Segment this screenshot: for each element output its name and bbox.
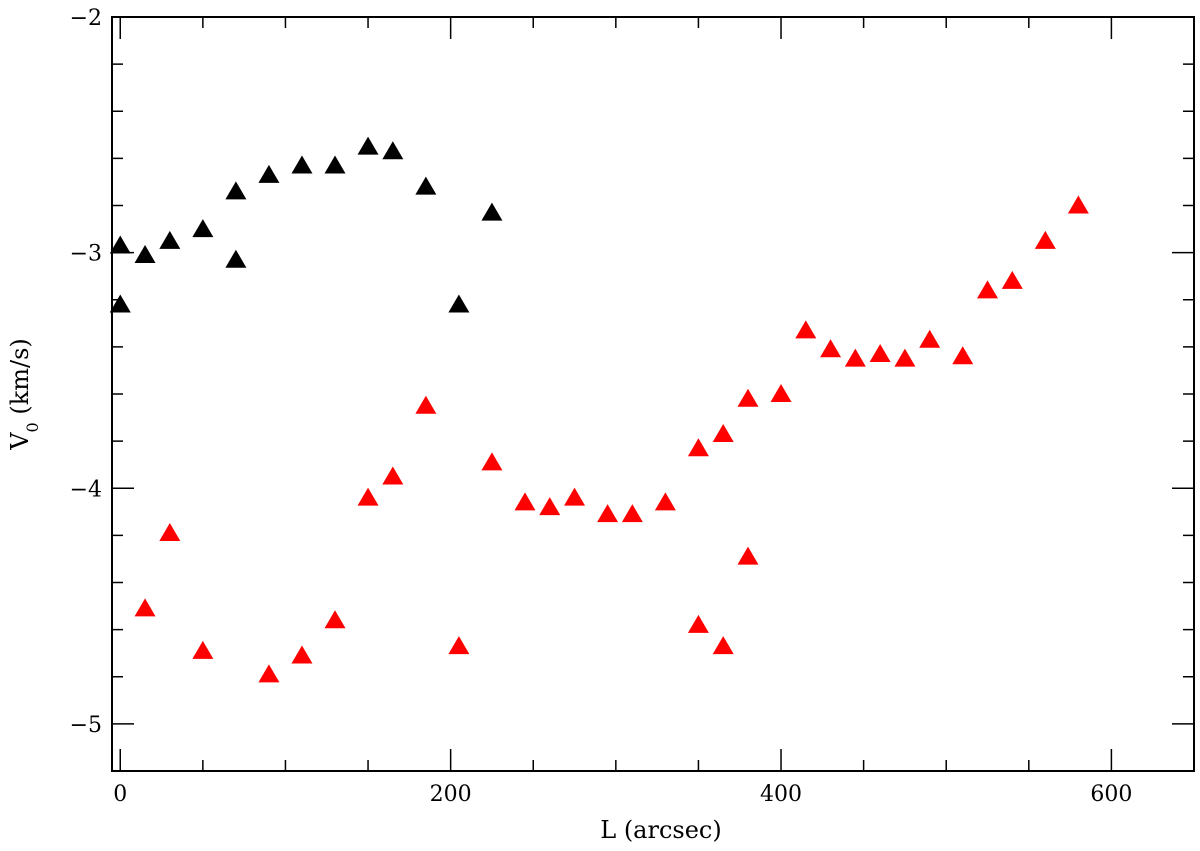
red-data-point xyxy=(539,497,561,516)
black-data-point xyxy=(225,249,247,268)
x-tick-label: 400 xyxy=(760,782,802,807)
red-data-point xyxy=(795,320,817,339)
red-data-point xyxy=(654,492,676,511)
red-data-point xyxy=(448,636,470,655)
x-tick-label: 200 xyxy=(430,782,472,807)
red-data-point xyxy=(844,348,866,367)
y-tick-label: −5 xyxy=(70,713,102,738)
black-data-point xyxy=(324,155,346,174)
red-data-point xyxy=(820,339,842,358)
black-data-point xyxy=(448,294,470,313)
red-data-point xyxy=(258,664,280,683)
y-tick-label: −4 xyxy=(70,477,102,502)
black-data-point xyxy=(134,244,156,263)
red-data-point xyxy=(291,645,313,664)
red-data-point xyxy=(869,343,891,362)
red-data-point xyxy=(770,384,792,402)
black-data-point xyxy=(109,235,131,254)
data-points xyxy=(109,136,1089,683)
red-data-point xyxy=(597,504,619,523)
red-data-point xyxy=(894,348,916,367)
black-data-point xyxy=(415,176,437,195)
red-data-point xyxy=(621,504,643,523)
tick-labels: 0 200 400 600 −5 −4 −3 −2 xyxy=(70,6,1133,807)
red-data-point xyxy=(1001,270,1023,289)
x-axis-label: L (arcsec) xyxy=(600,816,721,844)
axis-ticks xyxy=(112,16,1195,772)
red-data-point xyxy=(977,280,999,299)
y-tick-label: −2 xyxy=(70,6,102,31)
red-data-point xyxy=(564,487,586,506)
red-data-point xyxy=(712,424,734,443)
black-data-point xyxy=(382,141,404,160)
red-data-point xyxy=(357,487,379,506)
black-data-point xyxy=(109,294,131,313)
red-data-point xyxy=(687,438,709,457)
black-data-point xyxy=(481,202,503,221)
red-data-point xyxy=(192,640,214,659)
black-data-point xyxy=(159,230,181,249)
red-data-point xyxy=(687,614,709,633)
black-data-point xyxy=(225,181,247,200)
plot-frame xyxy=(111,16,1195,772)
red-data-point xyxy=(134,598,156,617)
y-tick-label: −3 xyxy=(70,242,102,267)
x-tick-label: 0 xyxy=(113,782,127,807)
red-data-point xyxy=(919,329,941,348)
red-data-point xyxy=(514,492,536,511)
red-data-point xyxy=(481,452,503,471)
red-data-point xyxy=(712,636,734,655)
black-data-point xyxy=(357,136,379,155)
y-axis-label: V0 (km/s) xyxy=(6,338,42,451)
red-data-point xyxy=(952,346,974,365)
black-data-point xyxy=(258,164,280,183)
red-data-point xyxy=(324,610,346,629)
red-data-point xyxy=(1067,195,1089,214)
red-data-point xyxy=(415,395,437,414)
black-data-point xyxy=(192,219,214,238)
red-data-point xyxy=(737,388,759,407)
red-data-point xyxy=(1034,230,1056,249)
x-tick-label: 600 xyxy=(1090,782,1132,807)
red-data-point xyxy=(737,546,759,565)
red-data-point xyxy=(382,466,404,485)
black-data-point xyxy=(291,155,313,174)
red-data-point xyxy=(159,523,181,542)
